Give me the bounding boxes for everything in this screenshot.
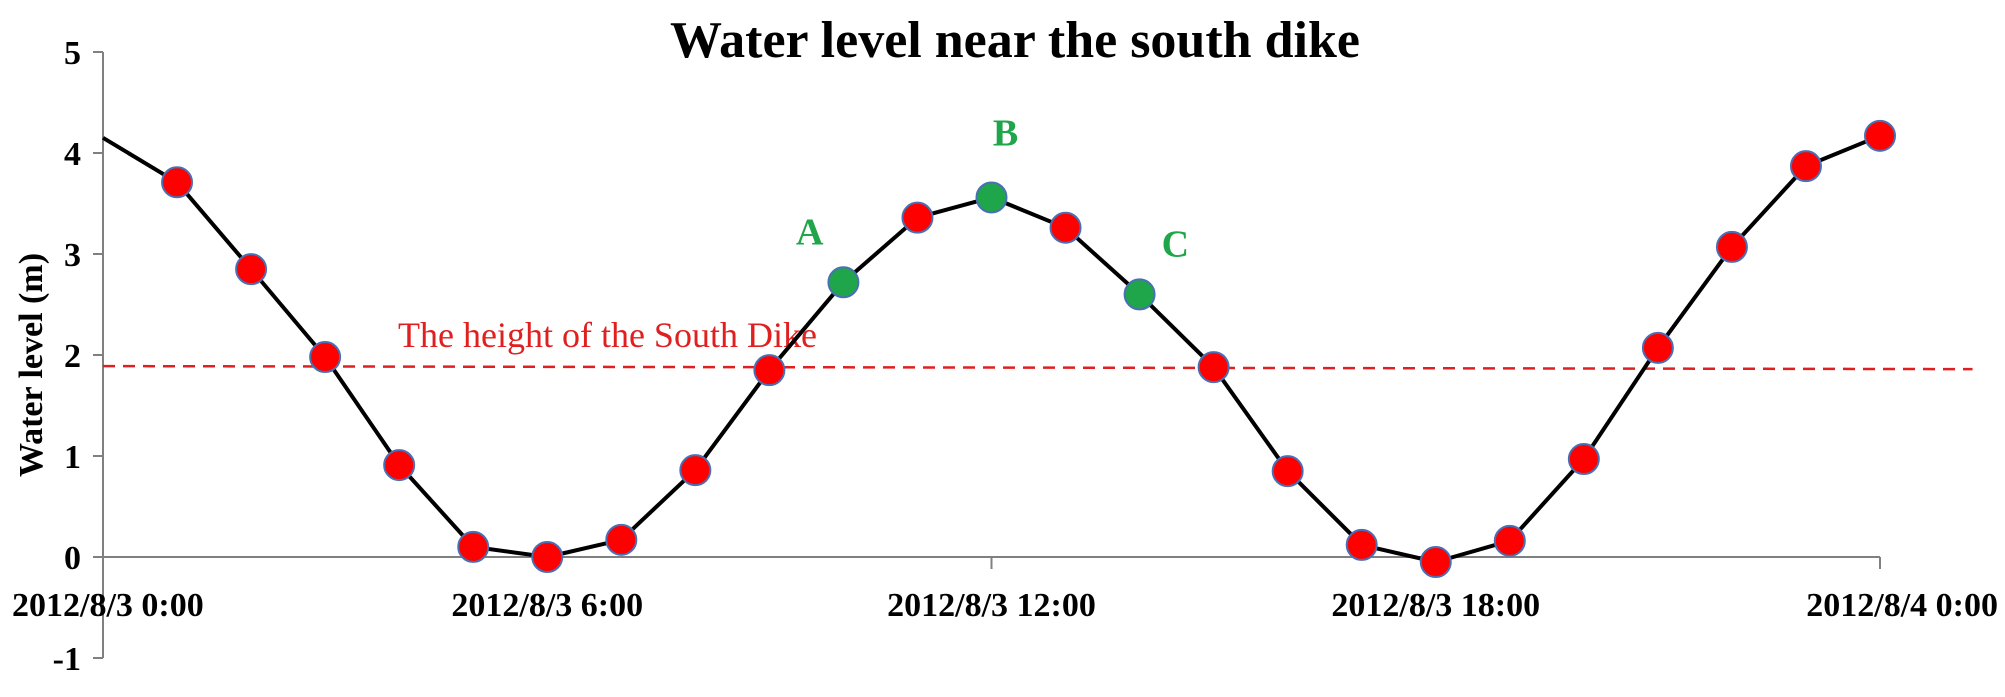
data-point — [1419, 546, 1452, 579]
water-level-series: A B C — [101, 112, 1896, 579]
data-point — [309, 341, 342, 374]
y-axis-label: Water level (m) — [13, 253, 50, 477]
data-point — [1567, 443, 1600, 476]
data-point — [531, 541, 564, 573]
data-point — [1864, 119, 1896, 152]
point-label-b: B — [993, 112, 1018, 154]
data-point — [1493, 524, 1526, 557]
x-tick-label: 2012/8/3 0:00 — [12, 587, 204, 624]
data-point — [1789, 150, 1822, 183]
data-point — [1049, 211, 1082, 244]
data-point — [383, 449, 416, 482]
y-tick-label: 1 — [64, 439, 81, 476]
x-tick-label: 2012/8/3 12:00 — [887, 587, 1096, 624]
data-point — [753, 354, 786, 387]
data-point — [1715, 230, 1748, 263]
dike-height-line — [102, 364, 1973, 371]
data-point — [679, 454, 712, 487]
y-tick-label: -1 — [53, 641, 81, 678]
chart-title: Water level near the south dike — [670, 12, 1360, 69]
data-point-b — [975, 181, 1008, 214]
data-point — [235, 253, 268, 286]
dike-height-layer: The height of the South Dike — [102, 315, 1973, 371]
axes: -1 0 1 2 3 4 5 2012/8/3 0:00 2012/8/3 6:00 2012/8… — [12, 35, 1998, 678]
data-point — [161, 166, 194, 199]
x-tick-label: 2012/8/3 18:00 — [1331, 587, 1540, 624]
dike-height-label: The height of the South Dike — [398, 315, 817, 355]
x-tick-label: 2012/8/3 6:00 — [451, 587, 643, 624]
y-tick-label: 3 — [64, 237, 81, 274]
data-point — [1271, 455, 1304, 488]
data-point-a — [827, 266, 860, 299]
point-label-c: C — [1162, 223, 1189, 265]
data-point — [1345, 528, 1378, 561]
data-point — [901, 201, 934, 234]
data-point — [1197, 351, 1230, 384]
data-point — [605, 523, 638, 556]
data-point-c — [1123, 278, 1156, 311]
x-tick-label: 2012/8/4 0:00 — [1806, 587, 1998, 624]
y-tick-label: 0 — [64, 540, 81, 577]
y-tick-label: 2 — [64, 338, 81, 375]
data-point — [457, 530, 490, 563]
point-label-a: A — [796, 211, 824, 253]
data-point — [1641, 331, 1674, 364]
y-tick-label: 5 — [64, 35, 81, 72]
y-tick-label: 4 — [64, 136, 81, 173]
